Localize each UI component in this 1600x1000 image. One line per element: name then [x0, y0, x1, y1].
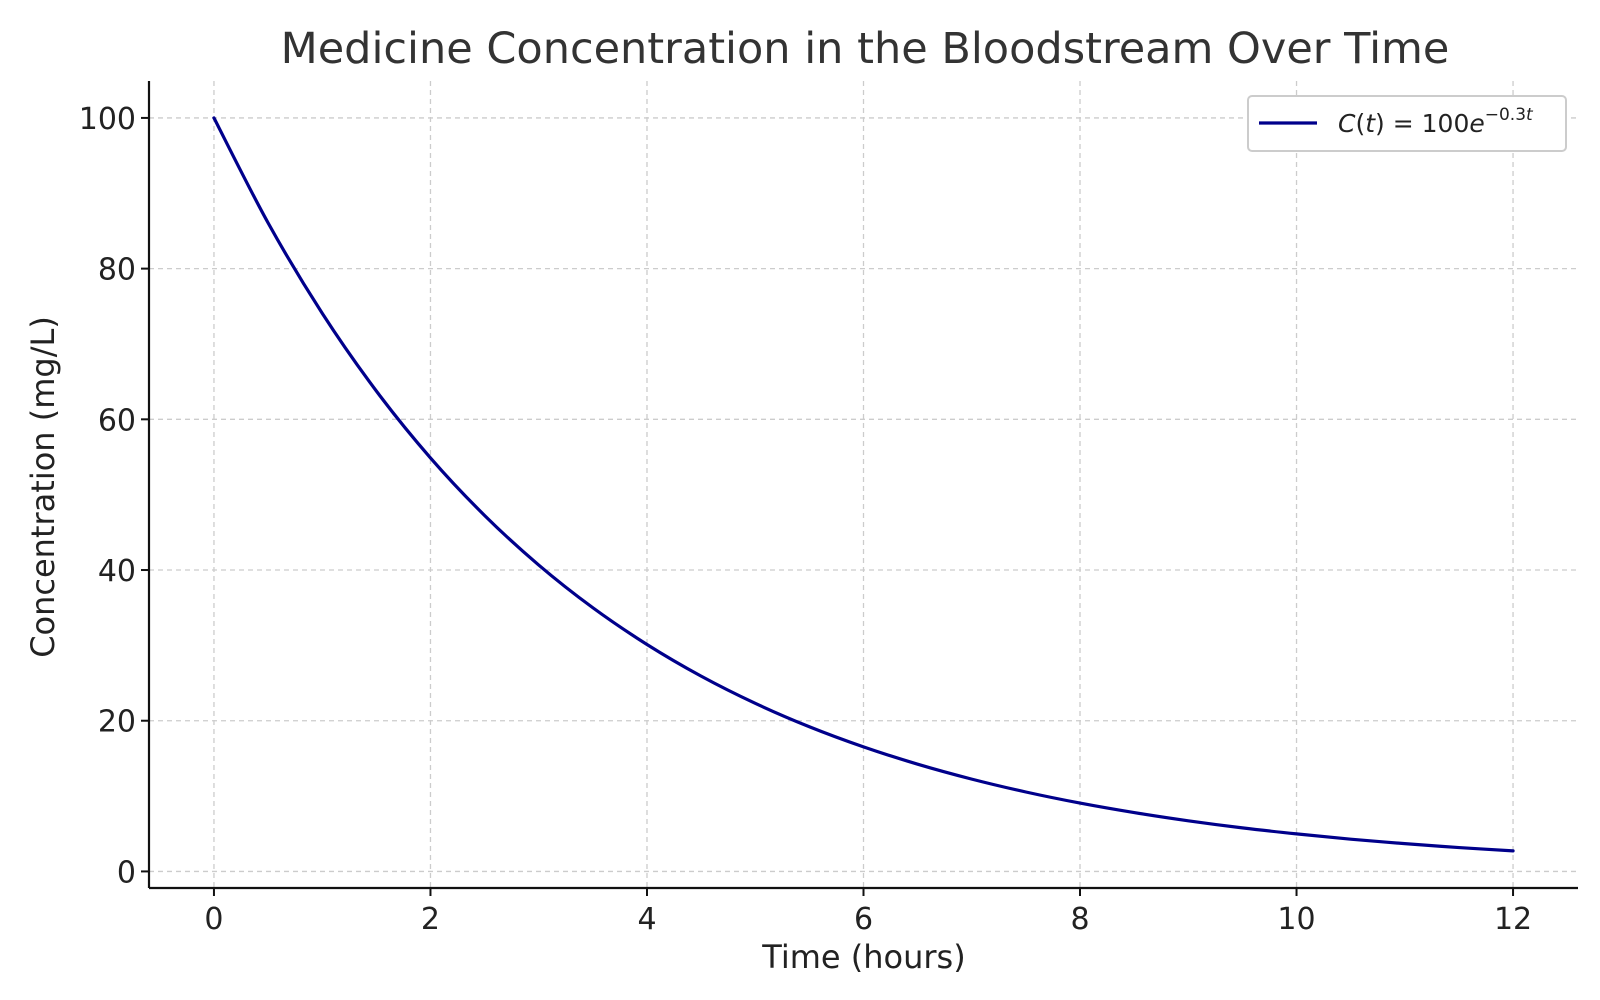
y-axis-label: Concentration (mg/L) — [24, 316, 62, 658]
x-tick-label: 4 — [637, 902, 656, 937]
y-tick-label: 0 — [117, 855, 136, 890]
x-tick-label: 6 — [854, 902, 873, 937]
x-axis-label: Time (hours) — [761, 938, 965, 976]
x-tick-label: 0 — [204, 902, 223, 937]
y-tick-label: 60 — [98, 403, 136, 438]
chart-title: Medicine Concentration in the Bloodstrea… — [281, 24, 1450, 74]
y-tick-label: 40 — [98, 554, 136, 589]
y-tick-label: 20 — [98, 705, 136, 740]
legend-box — [1247, 95, 1567, 152]
x-tick-label: 10 — [1277, 902, 1315, 937]
x-tick-label: 2 — [421, 902, 440, 937]
y-tick-label: 80 — [98, 253, 136, 288]
x-tick-label: 12 — [1494, 902, 1532, 937]
grid — [149, 81, 1578, 888]
y-axis-ticks: 0 20 40 60 80 100 — [79, 102, 149, 890]
x-axis-ticks: 0 2 4 6 8 10 12 — [204, 888, 1532, 937]
series-lines — [212, 116, 1515, 853]
series-line — [212, 116, 1515, 853]
y-tick-label: 100 — [79, 102, 136, 137]
x-tick-label: 8 — [1070, 902, 1089, 937]
legend-label: C(t) = 100e−0.3t — [1338, 105, 1534, 138]
legend: C(t) = 100e−0.3t — [1247, 95, 1567, 152]
